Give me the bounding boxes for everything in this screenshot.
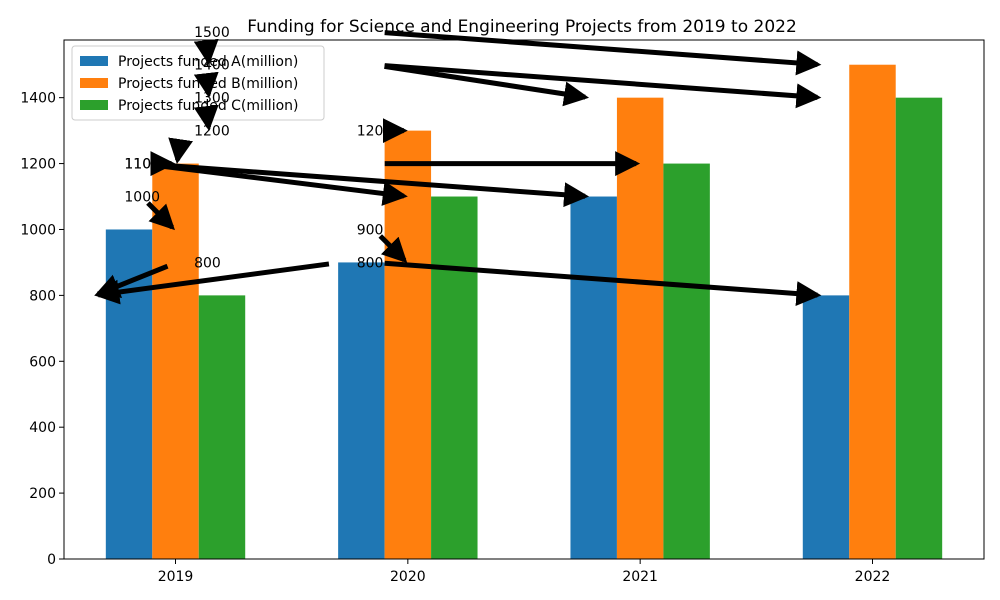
annotation-label: 1300	[194, 91, 230, 107]
annotation-arrow	[168, 137, 193, 165]
bar-2021-series-3	[663, 163, 710, 560]
annotation-arrow	[94, 261, 330, 305]
bar-2021-series-1	[570, 196, 617, 559]
annotation-arrow	[384, 30, 822, 76]
annotation-arrow	[193, 71, 219, 99]
annotation-arrow	[384, 63, 590, 107]
y-tick-label: 0	[47, 552, 56, 568]
annotation-arrow	[151, 162, 408, 206]
annotation-arrow	[193, 38, 219, 66]
x-tick-label: 2021	[622, 569, 658, 585]
annotation-arrow	[378, 234, 408, 264]
axes-layer: 0 200 400 600 800 1000 1200 1400 2019 2020 2021 202…	[20, 39, 985, 585]
annotation-arrow	[384, 260, 822, 307]
y-tick-label: 400	[29, 420, 56, 436]
legend-swatch	[80, 78, 108, 88]
bar-2020-series-1	[338, 262, 385, 559]
annotation-label: 800	[194, 255, 221, 271]
bar-2019-series-2	[152, 163, 199, 560]
x-tick-label: 2020	[390, 569, 426, 585]
annotation-label: 800	[357, 255, 384, 271]
bar-2020-series-3	[431, 196, 478, 559]
y-tick-label: 600	[29, 354, 56, 370]
bar-2019-series-1	[105, 229, 153, 559]
plot-frame	[63, 39, 985, 560]
y-tick-label: 800	[29, 288, 56, 304]
bar-2022-series-2	[849, 64, 896, 559]
annotation-label: 1000	[124, 190, 160, 206]
annotations-layer: 8001000110012001300140015001100120090080…	[94, 25, 822, 307]
bar-2019-series-3	[198, 295, 246, 559]
y-tick-label: 1000	[20, 222, 56, 238]
annotation-arrow	[146, 201, 175, 231]
annotation-label: 1500	[194, 25, 230, 41]
legend-swatch	[80, 56, 108, 66]
annotation-label: 1200	[194, 124, 230, 140]
annotation-label: 1400	[194, 58, 230, 74]
annotation-label: 900	[357, 222, 384, 238]
bar-2022-series-1	[802, 295, 850, 559]
bar-2021-series-2	[616, 97, 664, 560]
annotation-label: 1200	[357, 124, 393, 140]
y-tick-label: 1400	[20, 91, 56, 107]
bar-2022-series-3	[895, 97, 943, 560]
annotation-label: 1100	[124, 157, 160, 173]
annotation-arrow	[152, 161, 590, 208]
x-tick-label: 2019	[158, 569, 194, 585]
bars-layer	[105, 64, 943, 560]
chart-title: Funding for Science and Engineering Proj…	[247, 17, 797, 37]
y-tick-label: 1200	[20, 157, 56, 173]
legend-swatch	[80, 100, 108, 110]
annotation-arrow	[384, 63, 822, 109]
annotation-arrow	[193, 104, 219, 132]
x-tick-label: 2022	[855, 569, 891, 585]
y-tick-label: 200	[29, 486, 56, 502]
annotation-label: 1100	[124, 157, 160, 173]
